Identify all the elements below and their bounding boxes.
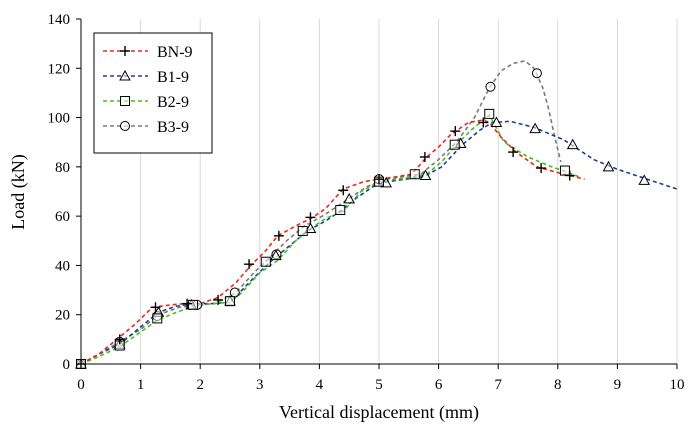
x-tick-label: 6 — [435, 377, 443, 393]
data-point-BN-9 — [305, 212, 316, 223]
data-point-BN-9 — [150, 302, 161, 313]
legend-label: B1-9 — [157, 69, 189, 86]
legend-item-B3-9: B3-9 — [103, 119, 189, 136]
y-tick-label: 60 — [55, 209, 70, 225]
data-point-B3-9 — [229, 287, 240, 298]
series-line-B3-9 — [80, 60, 562, 365]
series-BN-9 — [80, 119, 585, 365]
data-point-B2-9 — [409, 169, 420, 180]
y-tick-label: 80 — [55, 160, 70, 176]
series-line-B2-9 — [80, 113, 580, 365]
data-point-BN-9 — [273, 230, 284, 241]
y-axis-label: Load (kN) — [8, 154, 29, 229]
y-tick-label: 120 — [48, 61, 71, 77]
data-point-B2-9 — [225, 296, 235, 307]
data-point-B1-9 — [270, 249, 282, 261]
y-tick-label: 40 — [55, 258, 70, 274]
data-point-B1-9 — [529, 122, 542, 134]
x-tick-label: 1 — [137, 377, 145, 393]
data-point-BN-9 — [450, 126, 461, 137]
x-tick-label: 10 — [670, 377, 685, 393]
data-point-B2-9 — [449, 139, 460, 150]
data-point-B1-9 — [419, 169, 432, 180]
data-point-BN-9 — [419, 152, 430, 162]
series-line-BN-9 — [80, 119, 585, 365]
data-point-B3-9 — [485, 81, 496, 92]
data-point-BN-9 — [564, 170, 575, 181]
data-point-BN-9 — [338, 185, 349, 196]
data-point-B1-9 — [343, 192, 356, 204]
legend-marker — [120, 46, 130, 56]
data-point-BN-9 — [114, 334, 125, 345]
data-point-B2-9 — [335, 204, 346, 215]
markers-B1-9 — [75, 116, 651, 369]
legend-item-B2-9: B2-9 — [103, 94, 189, 111]
data-point-B2-9 — [297, 225, 308, 236]
legend-item-B1-9: B1-9 — [103, 69, 189, 86]
data-point-B2-9 — [188, 299, 199, 310]
y-tick-label: 20 — [55, 308, 70, 324]
legend-box — [93, 32, 213, 154]
legend-marker — [119, 69, 131, 81]
data-point-B2-9 — [152, 313, 163, 324]
data-point-BN-9 — [213, 294, 224, 305]
legend-marker — [120, 121, 130, 131]
data-point-BN-9 — [508, 147, 519, 158]
data-point-B2-9 — [559, 165, 570, 176]
x-tick-label: 3 — [256, 377, 264, 393]
y-tick-label: 100 — [48, 111, 71, 127]
data-point-B3-9 — [531, 68, 542, 79]
legend-marker — [120, 96, 130, 106]
legend: BN-9 B1-9 B2-9 B3-9 — [93, 32, 213, 154]
data-point-B2-9 — [260, 256, 271, 267]
y-tick-label: 0 — [63, 357, 71, 373]
data-point-BN-9 — [182, 298, 193, 309]
x-tick-label: 7 — [494, 377, 502, 393]
data-point-BN-9 — [374, 174, 384, 185]
x-tick-label: 8 — [554, 377, 562, 393]
x-tick-label: 9 — [614, 377, 622, 393]
data-point-B1-9 — [638, 174, 651, 185]
x-axis-label: Vertical displacement (mm) — [279, 402, 479, 423]
data-point-BN-9 — [244, 259, 255, 270]
series-B3-9 — [80, 60, 562, 365]
legend-item-BN-9: BN-9 — [103, 44, 193, 61]
markers-BN-9 — [76, 117, 575, 369]
x-tick-label: 5 — [375, 377, 383, 393]
data-point-BN-9 — [536, 163, 547, 174]
data-point-B1-9 — [602, 160, 615, 172]
data-point-B1-9 — [566, 138, 579, 150]
series-B2-9 — [80, 113, 580, 365]
axes — [76, 18, 678, 369]
legend-label: B3-9 — [157, 119, 189, 136]
x-tick-label: 4 — [316, 377, 324, 393]
vertical-grid — [140, 19, 678, 364]
data-point-BN-9 — [478, 117, 489, 128]
x-tick-label: 0 — [77, 377, 85, 393]
data-point-B1-9 — [304, 222, 317, 233]
x-tick-label: 2 — [196, 377, 204, 393]
legend-label: BN-9 — [157, 44, 193, 61]
series-group — [75, 60, 678, 369]
legend-label: B2-9 — [157, 94, 189, 111]
data-point-B1-9 — [490, 116, 503, 127]
y-tick-label: 140 — [48, 12, 71, 28]
data-point-B2-9 — [484, 108, 495, 119]
